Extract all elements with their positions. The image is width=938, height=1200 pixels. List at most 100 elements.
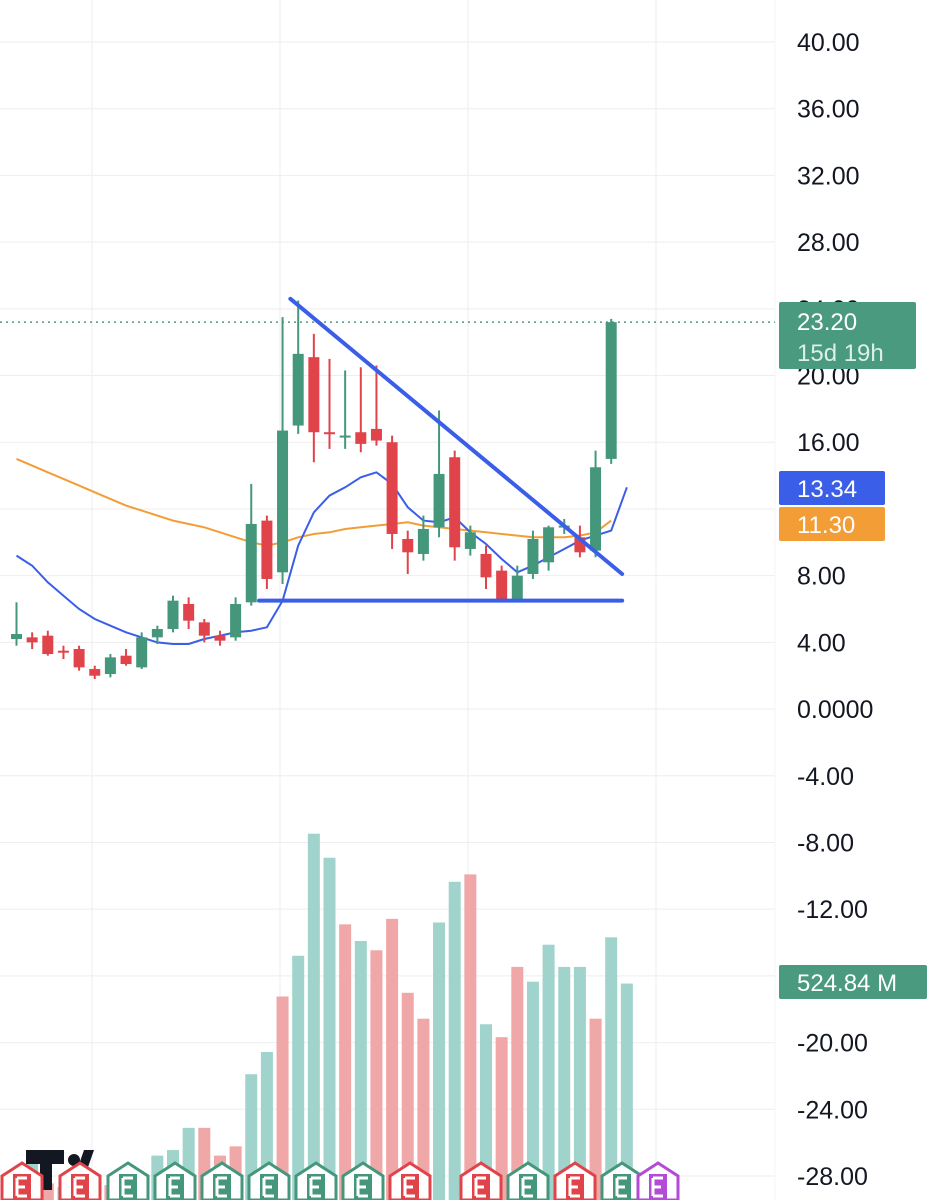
candle — [292, 300, 304, 434]
candle — [120, 649, 132, 666]
candle-body — [527, 538, 539, 574]
candle — [433, 410, 445, 538]
candle-body — [543, 527, 555, 563]
trendline-descending[interactable] — [288, 296, 625, 576]
volume-bar — [339, 924, 352, 1200]
candlesticks — [11, 300, 617, 680]
ma-fast-line — [15, 471, 628, 645]
moving-averages — [0, 321, 775, 645]
candle — [26, 632, 38, 650]
candle-body — [261, 520, 273, 579]
earnings-marker-icon[interactable] — [636, 1161, 680, 1200]
volume-bar — [605, 937, 618, 1200]
candle-body — [605, 322, 617, 459]
volume-bar — [448, 881, 461, 1200]
candle-body — [417, 528, 429, 554]
price-axis-tick-label: 32.00 — [797, 162, 860, 190]
price-axis-tick-label: 40.00 — [797, 29, 860, 57]
candle — [230, 597, 242, 641]
candle — [511, 565, 523, 603]
candle-body — [355, 432, 367, 444]
volume-bar — [433, 922, 446, 1200]
candle-body — [277, 430, 289, 573]
candle-body — [104, 657, 116, 675]
trendlines[interactable] — [257, 296, 625, 603]
candle — [277, 317, 289, 584]
candle — [167, 595, 179, 633]
earnings-marker-icon[interactable] — [388, 1161, 432, 1200]
candle-body — [480, 553, 492, 578]
price-axis-tick-label: 0.0000 — [797, 696, 873, 724]
candle — [245, 483, 257, 606]
volume-bar — [573, 966, 586, 1200]
volume-bar — [370, 950, 383, 1200]
earnings-marker-icon[interactable] — [247, 1161, 291, 1200]
candle — [214, 630, 226, 646]
volume-bar — [292, 955, 305, 1200]
earnings-markers[interactable] — [0, 1161, 680, 1200]
volume-bar — [464, 874, 477, 1200]
earnings-marker-letter-e — [262, 1176, 274, 1198]
ma-slow-badge: 11.30 — [779, 507, 885, 541]
candle-body — [73, 649, 85, 668]
volume-bar — [526, 981, 539, 1200]
earnings-marker-icon[interactable] — [58, 1161, 102, 1200]
candle — [11, 602, 22, 646]
candle-body — [245, 523, 257, 603]
volume-bar — [620, 983, 633, 1200]
candle — [370, 365, 382, 446]
ma-slow-label: 11.30 — [797, 512, 855, 539]
candle-body — [292, 353, 304, 426]
price-axis-tick-label: -12.00 — [797, 896, 868, 924]
earnings-marker-letter-e — [168, 1176, 180, 1198]
volume-bars — [26, 833, 633, 1200]
candle-body — [151, 629, 163, 638]
candle — [527, 530, 539, 579]
candle-body — [308, 357, 320, 433]
volume-bar — [480, 1024, 492, 1200]
ma-fast-badge-bg — [779, 471, 885, 505]
earnings-marker-icon[interactable] — [106, 1161, 150, 1200]
earnings-marker-icon[interactable] — [506, 1161, 550, 1200]
price-axis[interactable]: 40.0036.0032.0028.0024.0020.0016.008.004… — [797, 29, 873, 1191]
earnings-marker-icon[interactable] — [553, 1161, 597, 1200]
candle — [496, 565, 508, 603]
price-axis-tick-label: 28.00 — [797, 229, 860, 257]
candle-body — [464, 532, 476, 549]
earnings-marker-icon[interactable] — [0, 1161, 44, 1200]
candle — [543, 525, 555, 571]
candle — [151, 625, 163, 645]
earnings-marker-letter-e — [309, 1176, 321, 1198]
last-price-badge-bg — [779, 302, 916, 369]
earnings-marker-letter-e — [403, 1176, 415, 1198]
volume-badge-bg — [779, 965, 927, 999]
candle-body — [402, 538, 414, 553]
price-axis-tick-label: 16.00 — [797, 429, 860, 457]
candle — [89, 665, 101, 680]
candle-body — [386, 442, 398, 534]
earnings-marker-icon[interactable] — [294, 1161, 338, 1200]
earnings-marker-letter-e — [651, 1176, 663, 1198]
ma-slow-line — [16, 457, 612, 547]
candle-body — [496, 570, 508, 599]
candle — [449, 450, 461, 561]
ma-fast-badge: 13.34 — [779, 471, 885, 505]
price-axis-tick-label: -8.00 — [797, 829, 854, 857]
volume-bar — [354, 941, 367, 1200]
earnings-marker-icon[interactable] — [341, 1161, 385, 1200]
candle — [261, 515, 273, 589]
earnings-marker-icon[interactable] — [459, 1161, 503, 1200]
price-badges: 23.20 15d 19h 13.34 11.30 524.84 M — [779, 302, 927, 999]
candle — [464, 525, 476, 556]
price-axis-tick-label: -20.00 — [797, 1030, 868, 1058]
candle — [183, 597, 195, 630]
candle-body — [370, 428, 382, 441]
earnings-marker-icon[interactable] — [153, 1161, 197, 1200]
earnings-marker-icon[interactable] — [200, 1161, 244, 1200]
earnings-marker-letter-e — [121, 1176, 133, 1198]
price-axis-tick-label: 8.00 — [797, 563, 846, 591]
candle-body — [89, 669, 101, 676]
candle-body — [339, 435, 351, 438]
